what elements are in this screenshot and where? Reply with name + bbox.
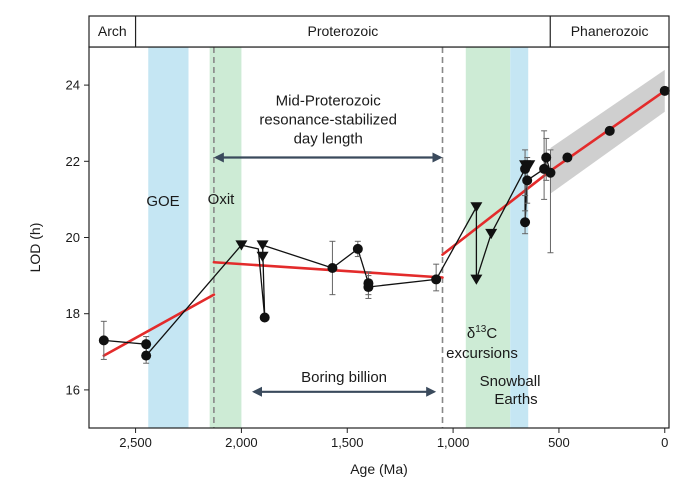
triangle-point-7 [523,160,536,171]
x-tick-label-3: 1,000 [437,435,470,450]
arrow-head-right-1 [426,386,437,397]
x-tick-label-2: 1,500 [331,435,364,450]
arrow-label-0-0: Mid-Proterozoic [276,92,382,109]
event-band-0 [148,47,189,428]
event-band-2 [465,47,511,428]
y-tick-label-4: 24 [66,78,80,93]
era-label-2: Phanerozoic [571,23,649,39]
triangle-point-2 [256,251,269,262]
event-bands [148,47,529,428]
earths-label: Earths [494,391,537,408]
triangle-point-4 [470,274,483,285]
fit-line-0 [102,293,216,357]
excursions-label: excursions [446,345,518,362]
event-band-3 [510,47,529,428]
circle-point-10 [522,175,533,186]
data-markers [98,85,670,361]
circle-point-1 [141,339,152,350]
circle-point-5 [352,243,363,254]
arrow-head-right-0 [432,152,443,163]
annotation-arrows: Mid-Proterozoic resonance-stabilized day l… [213,92,443,397]
era-label-0: Arch [98,23,127,39]
snowball-label: Snowball [480,373,541,390]
arrow-label-0-1: resonance-stabilized [259,111,397,128]
d13c-carbon: C [486,325,497,342]
y-tick-label-2: 20 [66,230,80,245]
y-axis-label: LOD (h) [27,223,43,273]
triangle-point-1 [256,240,269,251]
circle-point-4 [327,262,338,273]
triangle-point-0 [235,240,248,251]
arrow-head-left-0 [213,152,224,163]
d13c-label: δ13C [467,324,497,342]
d13c-superscript: 13 [475,324,487,335]
y-tick-label-3: 22 [66,154,80,169]
circle-point-16 [604,125,615,136]
era-header-box [88,15,670,48]
circle-point-3 [259,312,270,323]
circle-point-14 [545,167,556,178]
circle-point-8 [431,274,442,285]
circle-point-12 [541,152,552,163]
y-tick-label-0: 16 [66,382,80,397]
triangle-point-3 [470,202,483,213]
circle-point-2 [141,350,152,361]
y-tick-label-1: 18 [66,306,80,321]
arrow-head-left-1 [251,386,262,397]
arrow-label-1-0: Boring billion [301,369,387,386]
circle-point-15 [562,152,573,163]
x-tick-label-0: 2,500 [119,435,152,450]
event-band-1 [209,47,242,428]
oxit-label: Oxit [208,191,236,208]
era-header: Arch Proterozoic Phanerozoic [88,15,670,48]
circle-point-17 [659,85,670,96]
axes: 2,500 2,000 1,500 1,000 500 0 16 18 20 22 24 Age (M… [27,46,670,477]
circle-point-0 [98,335,109,346]
triangle-point-5 [485,228,498,240]
fit-line-2 [441,169,552,256]
d13c-delta: δ [467,325,475,342]
dashed-markers [213,47,444,428]
era-label-1: Proterozoic [308,23,379,39]
goe-label: GOE [146,193,179,210]
x-tick-label-1: 2,000 [225,435,258,450]
band-labels: GOE Oxit δ13C excursions Snowball Earths [146,191,540,408]
x-tick-label-5: 0 [661,435,668,450]
arrow-label-0-2: day length [294,130,363,147]
circle-point-11 [520,217,531,228]
x-axis-label: Age (Ma) [350,461,408,477]
x-tick-label-4: 500 [548,435,570,450]
circle-point-7 [363,282,374,293]
